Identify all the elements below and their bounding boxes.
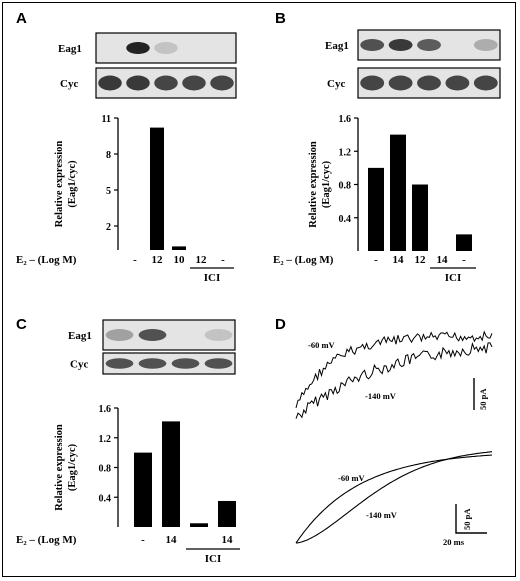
panel-b-eag1-blot-band [360, 39, 385, 51]
panel-b-ylabel-line2: (Eag1/cyc) [321, 160, 332, 208]
panel-a-letter: A [16, 10, 27, 27]
panel-b-y-tick-label: 0.4 [339, 214, 352, 225]
panel-a-cyc-blot-band [126, 75, 150, 91]
panel-b-xaxis-title: E₂ – (Log M) [273, 254, 334, 266]
panel-a-x-tick-label: 12 [196, 254, 208, 266]
panel-a-y-tick-label: 2 [106, 222, 111, 233]
panel-c-eag1-blot-band [105, 329, 134, 341]
panel-b-eag1-blot-band [417, 39, 441, 51]
panel-c-ylabel-line1: Relative expression [54, 424, 65, 511]
upper-label-60: -60 mV [308, 340, 336, 350]
panel-c-cyc-blot-band [171, 358, 200, 369]
panel-a-cyc-blot-band [182, 75, 206, 91]
panel-a-cyc-blot-band [98, 75, 122, 91]
panel-b-x-tick-label: - [374, 254, 378, 266]
lower-trace-140 [295, 451, 493, 544]
panel-b-bar [368, 167, 384, 251]
figure-frame [2, 2, 516, 577]
panel-c-bar [162, 421, 180, 527]
panel-a-eag1-blot-band [154, 42, 178, 54]
panel-c-cyc-blot-band [204, 358, 233, 369]
panel-b-group-label: ICI [445, 272, 462, 284]
panel-d-traces: -60 mV -140 mV 50 pA -60 mV -140 mV 50 p… [308, 340, 488, 547]
panel-c-bar [134, 452, 152, 527]
panel-d-letter: D [275, 316, 286, 333]
panel-b-cyc-blot-band [388, 75, 413, 91]
panel-c-eag1-blot-band [204, 329, 233, 341]
panel-c-x-tick-label: 14 [166, 534, 178, 546]
panel-c-y-tick-label: 0.8 [99, 464, 112, 475]
panel-a-y-tick-label: 5 [106, 186, 111, 197]
panel-a-xaxis-title: E₂ – (Log M) [16, 254, 77, 266]
panel-c-y-tick-label: 1.2 [99, 434, 112, 445]
lower-label-140: -140 mV [366, 510, 398, 520]
panel-c-cyc-label: Cyc [70, 359, 88, 371]
panel-c-cyc-blot-band [138, 358, 167, 369]
panel-c-ylabel-line2: (Eag1/cyc) [67, 443, 78, 491]
upper-scale-label: 50 pA [478, 388, 488, 410]
panel-c-eag1-label: Eag1 [68, 330, 92, 342]
panel-b-bar [390, 134, 406, 251]
panel-b-ylabel-line1: Relative expression [308, 141, 319, 228]
lower-scale-bar [455, 504, 487, 534]
panel-a-x-tick-label: - [221, 254, 225, 266]
panel-b-cyc-blot-band [360, 75, 385, 91]
panel-a-bar [150, 127, 164, 250]
panel-b-cyc-blot-band [473, 75, 498, 91]
panel-a-eag1-blot-band [126, 42, 150, 54]
panel-a-eag1-label: Eag1 [58, 43, 82, 55]
panel-a-y-tick-label: 8 [106, 150, 111, 161]
panel-a-x-tick-label: - [133, 254, 137, 266]
panel-c-cyc-blot-frame [102, 352, 236, 375]
panel-b-x-tick-label: 14 [437, 254, 449, 266]
panel-b-cyc-blot-band [417, 75, 441, 91]
panel-c-group-label: ICI [205, 553, 222, 565]
panel-c-x-tick-label: - [141, 534, 145, 546]
panel-b-cyc-label: Cyc [327, 78, 345, 90]
lower-label-60: -60 mV [338, 473, 366, 483]
panel-b-x-tick-label: - [462, 254, 466, 266]
panel-c-cyc-blot-band [105, 358, 134, 369]
panel-b-y-tick-label: 0.8 [339, 181, 352, 192]
lower-scale-y-label: 50 pA [462, 508, 472, 530]
panel-b-bar [456, 234, 472, 251]
panel-a-cyc-blot-band [154, 75, 178, 91]
panel-c-eag1-blot-band [138, 329, 167, 341]
panel-b-y-tick-label: 1.2 [339, 147, 352, 158]
panel-b-bar [412, 184, 428, 251]
panel-c-bar [218, 500, 236, 527]
panel-b-x-tick-label: 12 [415, 254, 427, 266]
panel-c-y-tick-label: 0.4 [99, 493, 112, 504]
panel-a-x-tick-label: 12 [152, 254, 164, 266]
panel-c-bar [190, 523, 208, 527]
panel-c-letter: C [16, 316, 27, 333]
upper-label-140: -140 mV [365, 391, 397, 401]
lower-scale-x-label: 20 ms [443, 537, 465, 547]
panel-b-letter: B [275, 10, 286, 27]
lower-trace-60 [295, 454, 493, 544]
panel-c-x-tick-label: 14 [222, 534, 234, 546]
panel-c-xaxis-title: E₂ – (Log M) [16, 534, 77, 546]
panel-a-group-label: ICI [204, 272, 221, 284]
panel-b-eag1-blot-band [473, 39, 498, 51]
panel-a-bar [172, 246, 186, 250]
panel-a-ylabel-line1: Relative expression [54, 141, 65, 228]
upper-trace-60 [295, 330, 493, 409]
panel-b-eag1-label: Eag1 [325, 40, 349, 52]
panel-b-x-tick-label: 14 [393, 254, 405, 266]
upper-trace-140 [295, 341, 493, 419]
panel-b-eag1-blot-band [388, 39, 413, 51]
panel-a-cyc-label: Cyc [60, 78, 78, 90]
panel-a-cyc-blot-band [210, 75, 234, 91]
panel-b-cyc-blot-band [445, 75, 470, 91]
panel-a-ylabel-line2: (Eag1/cyc) [67, 160, 78, 208]
panel-a-y-tick-label: 11 [102, 114, 111, 125]
panel-b-y-tick-label: 1.6 [339, 114, 352, 125]
panel-a-x-tick-label: 10 [174, 254, 186, 266]
panel-c-y-tick-label: 1.6 [99, 404, 112, 415]
